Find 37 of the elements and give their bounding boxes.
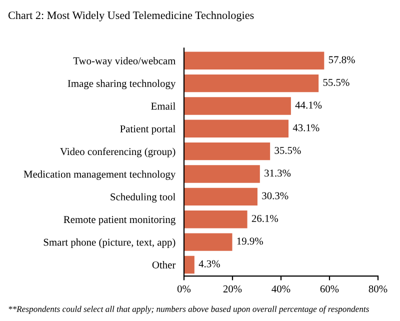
data-label: 31.3%: [264, 170, 291, 177]
data-label: 57.8%: [328, 56, 355, 64]
data-label: 43.1%: [292, 124, 320, 132]
bar: [184, 233, 232, 251]
data-label: 19.9%: [237, 238, 263, 245]
bar: [184, 165, 260, 183]
x-tick-label: 0%: [177, 285, 191, 292]
y-tick-label: Patient portal: [120, 125, 176, 134]
y-tick-label: Image sharing technology: [68, 80, 176, 90]
chart-title: Chart 2: Most Widely Used Telemedicine Technologies: [8, 11, 254, 22]
bar: [184, 256, 194, 274]
data-label: 4.3%: [198, 260, 220, 268]
x-tick-label: 80%: [368, 285, 388, 292]
x-tick-label: 60%: [320, 285, 339, 292]
data-label: 26.1%: [252, 214, 278, 222]
y-tick-label: Other: [152, 261, 176, 268]
y-tick-label: Email: [151, 102, 176, 110]
bar: [184, 142, 270, 160]
bar: [184, 210, 248, 228]
y-tick-label: Two-way video/webcam: [73, 57, 176, 66]
bar: [184, 74, 319, 92]
y-tick-label: Smart phone (picture, text, app): [44, 238, 176, 248]
y-tick-label: Video conferencing (group): [60, 148, 176, 158]
text: **Respondents could select all that apply; numbers above based upon overall percentage of respondents: [8, 306, 369, 314]
bar: [184, 52, 324, 70]
bar: [184, 120, 289, 138]
bar: [184, 188, 258, 206]
y-tick-label: Remote patient monitoring: [64, 216, 176, 226]
y-tick-label: Scheduling tool: [110, 193, 176, 203]
data-label: 44.1%: [295, 102, 322, 109]
data-label: 30.3%: [262, 192, 288, 200]
data-label: 35.5%: [274, 146, 301, 154]
data-label: 55.5%: [323, 78, 350, 86]
x-tick-label: 20%: [223, 285, 242, 292]
y-tick-label: Medication management technology: [24, 170, 176, 180]
x-tick-label: 40%: [272, 285, 290, 292]
bar: [184, 97, 291, 115]
